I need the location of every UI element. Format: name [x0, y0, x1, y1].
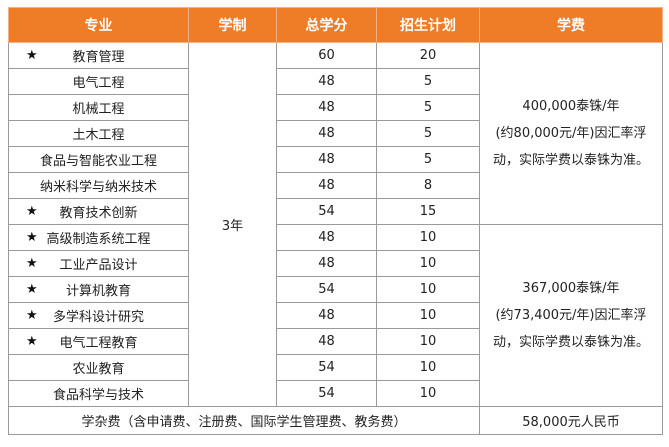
star-icon: ★: [26, 47, 38, 63]
plan-cell: 10: [376, 302, 480, 329]
major-name: 机械工程: [72, 102, 125, 117]
major-name: 计算机教育: [65, 284, 131, 299]
plan-cell: 8: [376, 172, 480, 199]
major-name: 教育技术创新: [59, 206, 138, 221]
credits-cell: 54: [276, 380, 377, 407]
plan-cell: 10: [376, 276, 480, 303]
plan-cell: 10: [376, 250, 480, 277]
major-cell: ★ 多学科设计研究: [8, 302, 189, 329]
table-row: ★ 教育管理 3年 60 20 400,000泰铢/年 (约80,000元/年)因汇率浮 动，…: [8, 42, 663, 407]
credits-cell: 54: [276, 276, 377, 303]
plan-cell: 10: [376, 224, 480, 251]
header-row: 专业 学制 总学分 招生计划 学费: [8, 7, 663, 43]
major-name: 电气工程: [72, 76, 125, 91]
major-cell: 农业教育: [8, 354, 189, 381]
major-cell: 食品与智能农业工程: [8, 146, 189, 173]
plan-cell: 10: [376, 380, 480, 407]
tuition-line: 400,000泰铢/年: [522, 99, 620, 114]
credits-cell: 48: [276, 250, 377, 277]
major-cell: 纳米科学与纳米技术: [8, 172, 189, 199]
major-cell: ★ 高级制造系统工程: [8, 224, 189, 251]
credits-cell: 48: [276, 328, 377, 355]
major-name: 纳米科学与纳米技术: [39, 180, 157, 195]
credits-cell: 48: [276, 68, 377, 95]
major-name: 食品与智能农业工程: [39, 154, 157, 169]
major-cell: 食品科学与技术: [8, 380, 189, 407]
major-name: 食品科学与技术: [52, 388, 144, 403]
header-major: 专业: [8, 7, 189, 43]
plan-cell: 5: [376, 120, 480, 147]
credits-cell: 60: [276, 42, 377, 69]
star-icon: ★: [26, 333, 38, 349]
duration-cell: 3年: [188, 42, 277, 407]
plan-cell: 5: [376, 94, 480, 121]
plan-cell: 10: [376, 328, 480, 355]
major-name: 电气工程教育: [59, 336, 138, 351]
major-cell: 机械工程: [8, 94, 189, 121]
misc-fee-label: 学杂费（含申请费、注册费、国际学生管理费、教务费）: [8, 406, 480, 435]
major-cell: ★ 工业产品设计: [8, 250, 189, 277]
star-icon: ★: [26, 307, 38, 323]
header-plan: 招生计划: [376, 7, 480, 43]
major-cell: 电气工程: [8, 68, 189, 95]
major-cell: ★ 计算机教育: [8, 276, 189, 303]
credits-cell: 48: [276, 94, 377, 121]
table-body: ★ 教育管理 3年 60 20 400,000泰铢/年 (约80,000元/年)因汇率浮 动，…: [8, 42, 663, 435]
star-icon: ★: [26, 229, 38, 245]
credits-cell: 54: [276, 198, 377, 225]
tuition-line: 367,000泰铢/年: [522, 281, 620, 296]
credits-cell: 54: [276, 354, 377, 381]
table-row: ★ 工业产品设计 48 10: [8, 250, 663, 277]
table-row: ★ 高级制造系统工程 48 10 367,000泰铢/年 (约73,400元/年)因汇率浮…: [8, 224, 663, 407]
header-tuition: 学费: [479, 7, 663, 43]
major-name: 土木工程: [72, 128, 125, 143]
major-name: 多学科设计研究: [52, 310, 144, 325]
credits-cell: 48: [276, 302, 377, 329]
plan-cell: 10: [376, 354, 480, 381]
plan-cell: 5: [376, 68, 480, 95]
table-row: ★ 电气工程教育 48 10: [8, 328, 663, 355]
tuition-line: (约80,000元/年)因汇率浮: [495, 126, 647, 141]
major-cell: 土木工程: [8, 120, 189, 147]
plan-cell: 5: [376, 146, 480, 173]
table-row: 食品科学与技术 54 10: [8, 380, 663, 407]
misc-fee-row: 学杂费（含申请费、注册费、国际学生管理费、教务费） 58,000元人民币: [8, 406, 663, 435]
tuition-line: (约73,400元/年)因汇率浮: [495, 308, 647, 323]
credits-cell: 48: [276, 120, 377, 147]
major-name: 教育管理: [72, 50, 125, 65]
table-row: ★ 计算机教育 54 10: [8, 276, 663, 303]
star-icon: ★: [26, 281, 38, 297]
misc-fee-value: 58,000元人民币: [479, 406, 663, 435]
major-name: 工业产品设计: [59, 258, 138, 273]
credits-cell: 48: [276, 172, 377, 199]
major-name: 农业教育: [72, 362, 125, 377]
star-icon: ★: [26, 255, 38, 271]
plan-cell: 15: [376, 198, 480, 225]
table-row: 纳米科学与纳米技术 48 8: [8, 172, 663, 199]
header-credits: 总学分: [276, 7, 377, 43]
tuition-cell: 400,000泰铢/年 (约80,000元/年)因汇率浮 动，实际学费以泰铢为准。: [479, 42, 663, 225]
star-icon: ★: [26, 203, 38, 219]
tuition-table: 专业 学制 总学分 招生计划 学费 ★ 教育管理 3年 60 20 400,000泰铢/年…: [8, 7, 663, 435]
credits-cell: 48: [276, 146, 377, 173]
table-row: 食品与智能农业工程 48 5: [8, 146, 663, 173]
header-duration: 学制: [188, 7, 277, 43]
table-row: ★ 多学科设计研究 48 10: [8, 302, 663, 329]
table-row: 农业教育 54 10: [8, 354, 663, 381]
tuition-cell: 367,000泰铢/年 (约73,400元/年)因汇率浮 动，实际学费以泰铢为准。: [479, 224, 663, 407]
plan-cell: 20: [376, 42, 480, 69]
major-cell: ★ 电气工程教育: [8, 328, 189, 355]
table-row: 土木工程 48 5: [8, 120, 663, 147]
major-cell: ★ 教育管理: [8, 42, 189, 69]
major-name: 高级制造系统工程: [46, 232, 151, 247]
tuition-line: 动，实际学费以泰铢为准。: [492, 153, 649, 168]
table-row: 电气工程 48 5: [8, 68, 663, 95]
major-cell: ★ 教育技术创新: [8, 198, 189, 225]
tuition-line: 动，实际学费以泰铢为准。: [492, 335, 649, 350]
credits-cell: 48: [276, 224, 377, 251]
